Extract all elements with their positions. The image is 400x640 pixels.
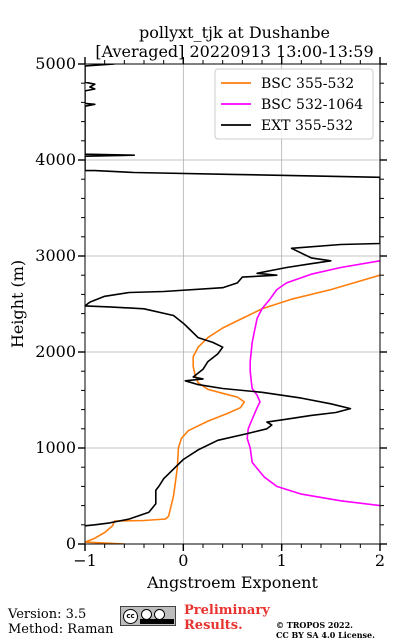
preliminary-results-label: Preliminary Results. [184, 603, 270, 633]
version-text: Version: 3.5 [8, 607, 87, 622]
preliminary-line2: Results. [184, 618, 243, 633]
x-tick-label: −1 [73, 551, 97, 570]
copyright-line2: CC BY SA 4.0 License. [276, 630, 375, 640]
series-line-1 [85, 274, 380, 544]
y-tick-label: 0 [66, 534, 76, 553]
x-tick-label: 1 [277, 551, 287, 570]
preliminary-line1: Preliminary [184, 603, 270, 618]
license-strip [140, 619, 174, 624]
legend: BSC 355-532 BSC 532-1064 EXT 355-532 [214, 68, 374, 140]
chart-title-line2: [Averaged] 20220913 13:00-13:59 [95, 42, 373, 61]
method-text: Method: Raman [8, 622, 114, 637]
y-tick-label: 2000 [35, 342, 76, 361]
y-tick-label: 5000 [35, 54, 76, 73]
chart-title-line1: pollyxt_tjk at Dushanbe [139, 23, 330, 42]
y-tick-label: 4000 [35, 150, 76, 169]
series-line-2 [246, 260, 380, 507]
y-tick-label: 3000 [35, 246, 76, 265]
plot-frame [84, 63, 381, 545]
legend-box [214, 68, 374, 140]
cc-license-badge: cc [120, 606, 176, 626]
x-tick-label: 0 [178, 551, 188, 570]
legend-label: EXT 355-532 [261, 118, 353, 134]
copyright-text: © TROPOS 2022. CC BY SA 4.0 License. [276, 620, 375, 640]
copyright-line1: © TROPOS 2022. [276, 620, 353, 630]
series-lines [85, 64, 380, 544]
legend-label: BSC 532-1064 [261, 97, 363, 113]
y-tick-label: 1000 [35, 438, 76, 457]
x-axis-label: Angstroem Exponent [146, 573, 318, 592]
y-axis-label: Height (m) [8, 260, 27, 348]
series-line-3 [85, 64, 380, 527]
legend-label: BSC 355-532 [261, 76, 354, 92]
cc-icon: cc [123, 609, 138, 624]
x-tick-label: 2 [375, 551, 385, 570]
